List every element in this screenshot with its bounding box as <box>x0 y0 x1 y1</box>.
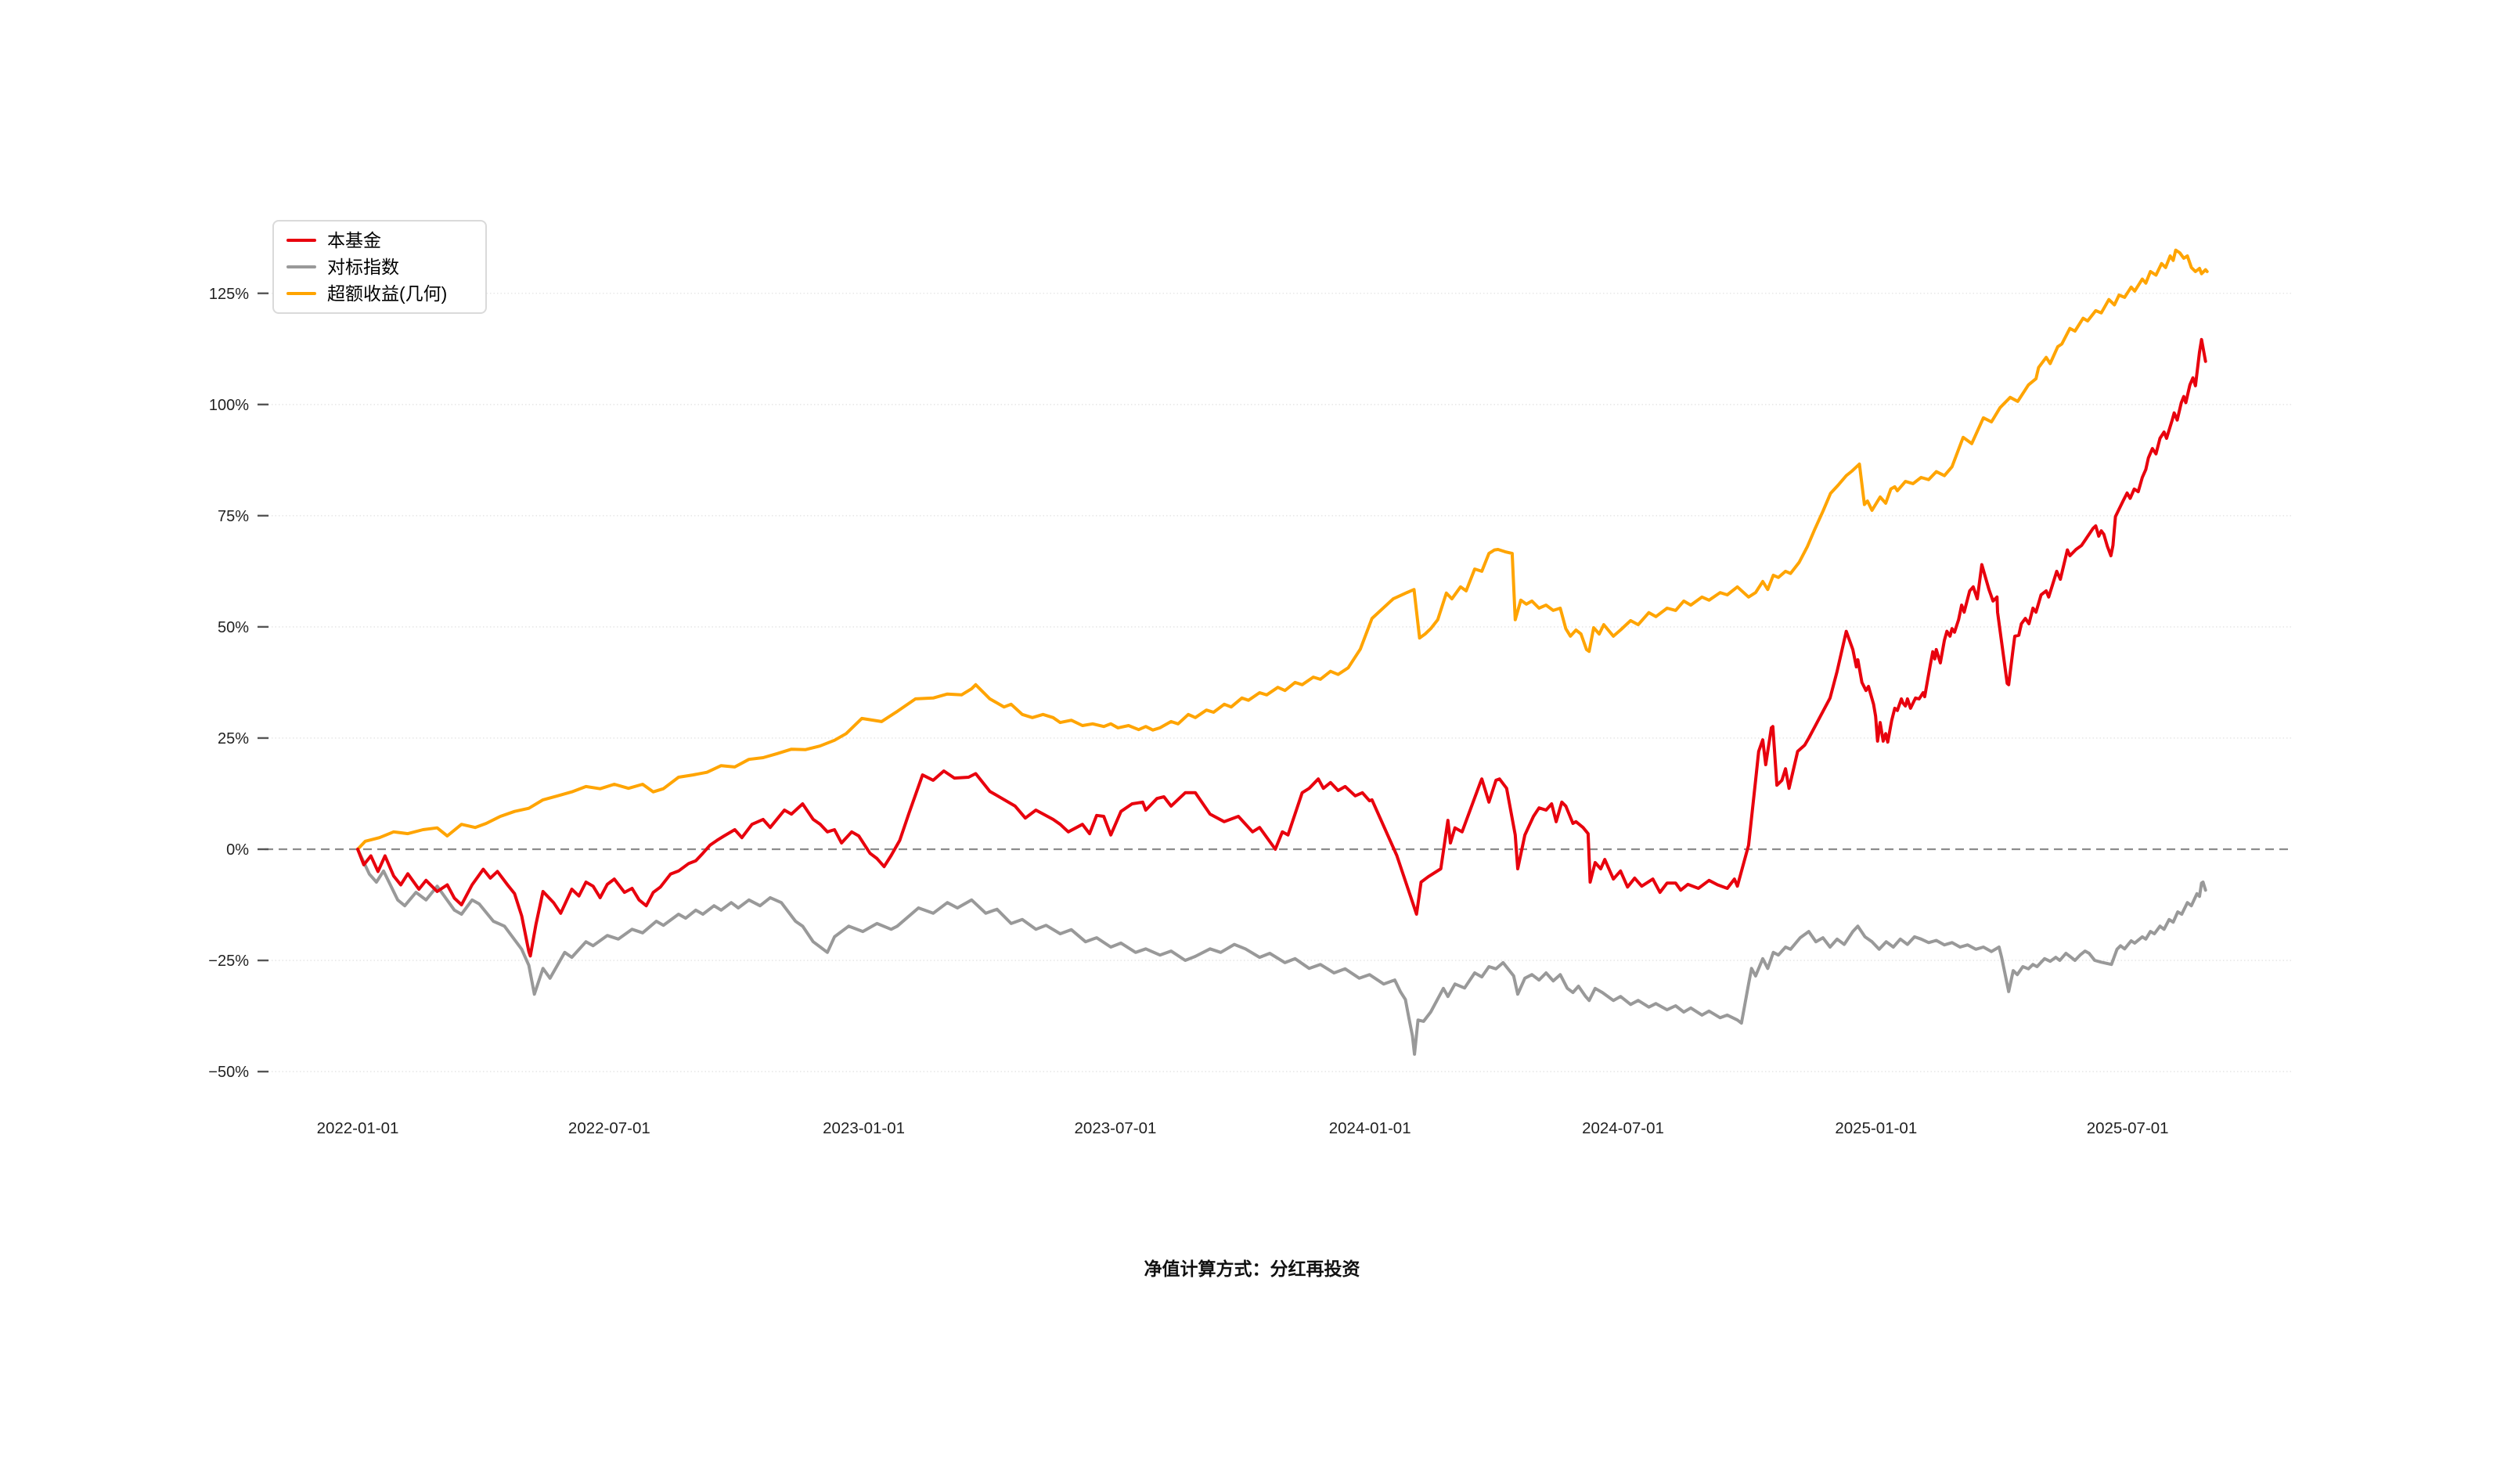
x-axis-tick-label: 2024-07-01 <box>1582 1119 1664 1137</box>
x-axis-tick-label: 2025-01-01 <box>1835 1119 1917 1137</box>
legend-line-swatch <box>286 292 316 295</box>
y-axis-tick-label: 125% <box>209 286 249 303</box>
x-axis-tick-label: 2022-01-01 <box>317 1119 399 1137</box>
series-line-超额收益(几何) <box>356 248 2209 851</box>
x-axis-tick-label: 2024-01-01 <box>1329 1119 1411 1137</box>
legend-item-label: 本基金 <box>327 229 381 250</box>
x-axis-tick-label: 2023-01-01 <box>823 1119 905 1137</box>
legend-item[interactable]: 超额收益(几何) <box>286 283 473 304</box>
series-line-对标指数 <box>356 848 2207 1056</box>
legend-item-label: 超额收益(几何) <box>327 283 448 304</box>
y-axis-tick-label: −25% <box>208 953 249 970</box>
y-axis-tick-label: −50% <box>208 1064 249 1081</box>
legend-item[interactable]: 对标指数 <box>286 256 473 278</box>
y-axis-tick-label: 75% <box>218 508 249 525</box>
y-axis-tick-label: 0% <box>226 841 249 859</box>
y-axis-tick-label: 50% <box>218 619 249 636</box>
x-axis-tick-label: 2025-07-01 <box>2087 1119 2169 1137</box>
legend-line-swatch <box>286 239 316 242</box>
y-axis-tick-label: 25% <box>218 730 249 747</box>
legend: 本基金 对标指数 超额收益(几何) <box>272 220 487 314</box>
series-line-本基金 <box>356 337 2207 958</box>
footer-note: 净值计算方式：分红再投资 <box>1144 1259 1360 1279</box>
legend-item-label: 对标指数 <box>327 256 399 277</box>
x-axis-tick-label: 2022-07-01 <box>568 1119 650 1137</box>
x-axis-tick-label: 2023-07-01 <box>1075 1119 1157 1137</box>
legend-item[interactable]: 本基金 <box>286 229 473 251</box>
y-axis-tick-label: 100% <box>209 397 249 414</box>
legend-line-swatch <box>286 265 316 268</box>
